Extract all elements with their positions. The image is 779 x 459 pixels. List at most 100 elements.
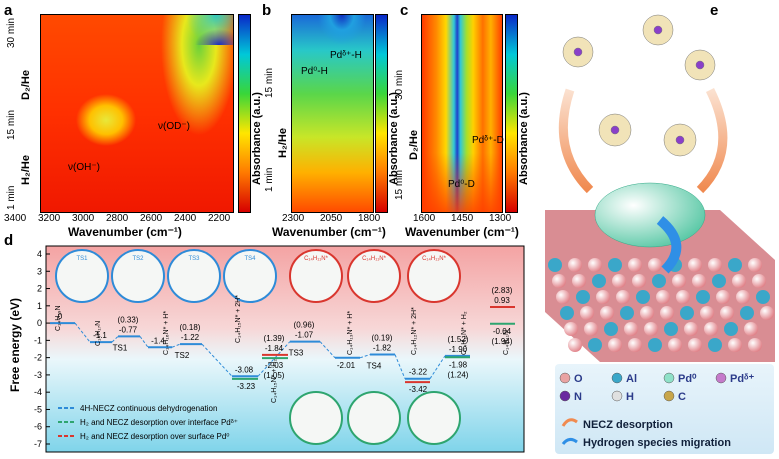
species-label: C₁₄H₁₅N* + 2H* (235, 295, 242, 343)
slab-atom (644, 322, 658, 336)
slab-atom (632, 274, 646, 288)
ylabel-d: Free energy (eV) (8, 297, 22, 392)
ts-circle-label: TS2 (132, 256, 144, 262)
xtick-a: 2200 (208, 213, 231, 224)
legend-atom-swatch (663, 390, 675, 402)
cbar-label-c: Absorbance (a.u.) (518, 92, 530, 185)
ytick-label: -1 (34, 335, 42, 345)
energy-connector (201, 343, 233, 377)
ylabel-c: D₂/He (408, 130, 420, 160)
slab-atom (552, 274, 566, 288)
energy-value-label: -2.03 (265, 361, 284, 370)
slab-atom (752, 274, 766, 288)
slab-atom (612, 274, 626, 288)
xtick-a: 3000 (72, 213, 95, 224)
xtick-a: 2400 (174, 213, 197, 224)
product-structure-circle (407, 391, 461, 445)
ts-label: TS2 (175, 351, 190, 360)
species-label: C₁₄H₁₂N* + 2H* (411, 307, 418, 355)
ts-structure-circle (289, 249, 343, 303)
energy-value-label: -0.77 (119, 325, 138, 334)
slab-atom (568, 338, 582, 352)
slab-atom (756, 290, 770, 304)
ytick-label: 3 (37, 266, 42, 276)
energy-connector (171, 343, 181, 348)
species-label: C₁₄H₁₅N* + H₂ (271, 359, 278, 403)
ts-label: TS1 (113, 343, 128, 352)
slab-atom (588, 258, 602, 272)
energy-value-label: -1.22 (181, 333, 200, 342)
slab-atom (624, 322, 638, 336)
energy-connector (359, 354, 371, 359)
slab-atom (548, 258, 562, 272)
slab-atom (684, 322, 698, 336)
species-label: C₁₄H₁₃N* + H* (347, 311, 354, 355)
product-structure-circle (347, 391, 401, 445)
annot-oh: ν(OH⁻) (68, 162, 100, 173)
ts-structure-circle (223, 249, 277, 303)
ytick-label: -7 (34, 439, 42, 449)
panel-letter-b: b (262, 2, 272, 19)
migration-arrow (656, 216, 682, 274)
energy-value-label: -1.84 (265, 344, 284, 353)
legend-label: 4H-NECZ continuous dehydrogenation (80, 404, 217, 413)
xtick-a: 2800 (106, 213, 129, 224)
energy-value-label: (1.52) (448, 335, 469, 344)
molecule-cluster (562, 14, 716, 157)
slab-atom (648, 258, 662, 272)
slab-atom (720, 306, 734, 320)
slab-atom (636, 290, 650, 304)
panel-letter-d: d (4, 232, 14, 249)
slab-atom (628, 338, 642, 352)
slab-atom (704, 322, 718, 336)
xlabel-c: Wavenumber (cm⁻¹) (405, 225, 519, 239)
energy-value-label: -1.4 (151, 336, 165, 345)
panel-letter-a: a (4, 2, 13, 19)
slab-atom (640, 306, 654, 320)
energy-value-label: (1.05) (264, 371, 285, 380)
slab-atom (760, 306, 774, 320)
ytick-label: -3 (34, 370, 42, 380)
ts-circle-label: C₁₄H₁₁N* (422, 256, 447, 262)
annot-b-pd0: Pd⁰-H (301, 66, 328, 77)
ytick-label: -2 (34, 353, 42, 363)
slab-atom (572, 274, 586, 288)
legend-atom-label: C (678, 391, 686, 403)
energy-value-label: (1.39) (264, 334, 285, 343)
energy-value-label: -2.01 (337, 361, 356, 370)
legend-label: H₂ and NECZ desorption over surface Pd⁰ (80, 432, 230, 441)
energy-value-label: (0.96) (294, 321, 315, 330)
species-label: C₁₄H₁₁N (503, 330, 510, 355)
legend-atom-swatch (611, 390, 623, 402)
annot-c-pdd: Pdᵟ⁺-D (472, 135, 504, 146)
slab-atom (680, 306, 694, 320)
heatmap-a (40, 14, 234, 213)
energy-connector (139, 336, 149, 348)
slab-atom (732, 274, 746, 288)
legend-e: O Al Pd⁰ Pdᵟ⁺ N H C NECZ desorption Hydrogen spe… (555, 364, 774, 454)
xtick-c: 1300 (489, 213, 512, 224)
legend-atom-label: Al (626, 373, 637, 385)
panel-letter-e: e (710, 2, 719, 19)
slab-atom (600, 306, 614, 320)
xtick-b: 1800 (358, 213, 381, 224)
slab-atom (616, 290, 630, 304)
slab-atom (588, 338, 602, 352)
desorption-arrow (558, 88, 594, 194)
ts-structure-circle (167, 249, 221, 303)
energy-value-label: -3.42 (409, 385, 428, 394)
annot-od: ν(OD⁻) (158, 121, 190, 132)
ytick-label: 4 (37, 249, 42, 259)
energy-value-label: 0.93 (494, 296, 510, 305)
ytick-b: 15 min (264, 67, 275, 98)
species-label: C₁₄H₁₇N (95, 321, 102, 346)
slab-atom (556, 290, 570, 304)
energy-value-label: (0.19) (372, 334, 393, 343)
energy-value-label: -3.23 (237, 382, 256, 391)
ts-label: TS3 (289, 349, 304, 358)
ylabel-b: H₂/He (277, 128, 289, 158)
species-label: C₁₄H₁₉N (55, 305, 62, 331)
slab-atom (652, 274, 666, 288)
heatmap-b (291, 14, 374, 213)
energy-connector (429, 355, 446, 379)
